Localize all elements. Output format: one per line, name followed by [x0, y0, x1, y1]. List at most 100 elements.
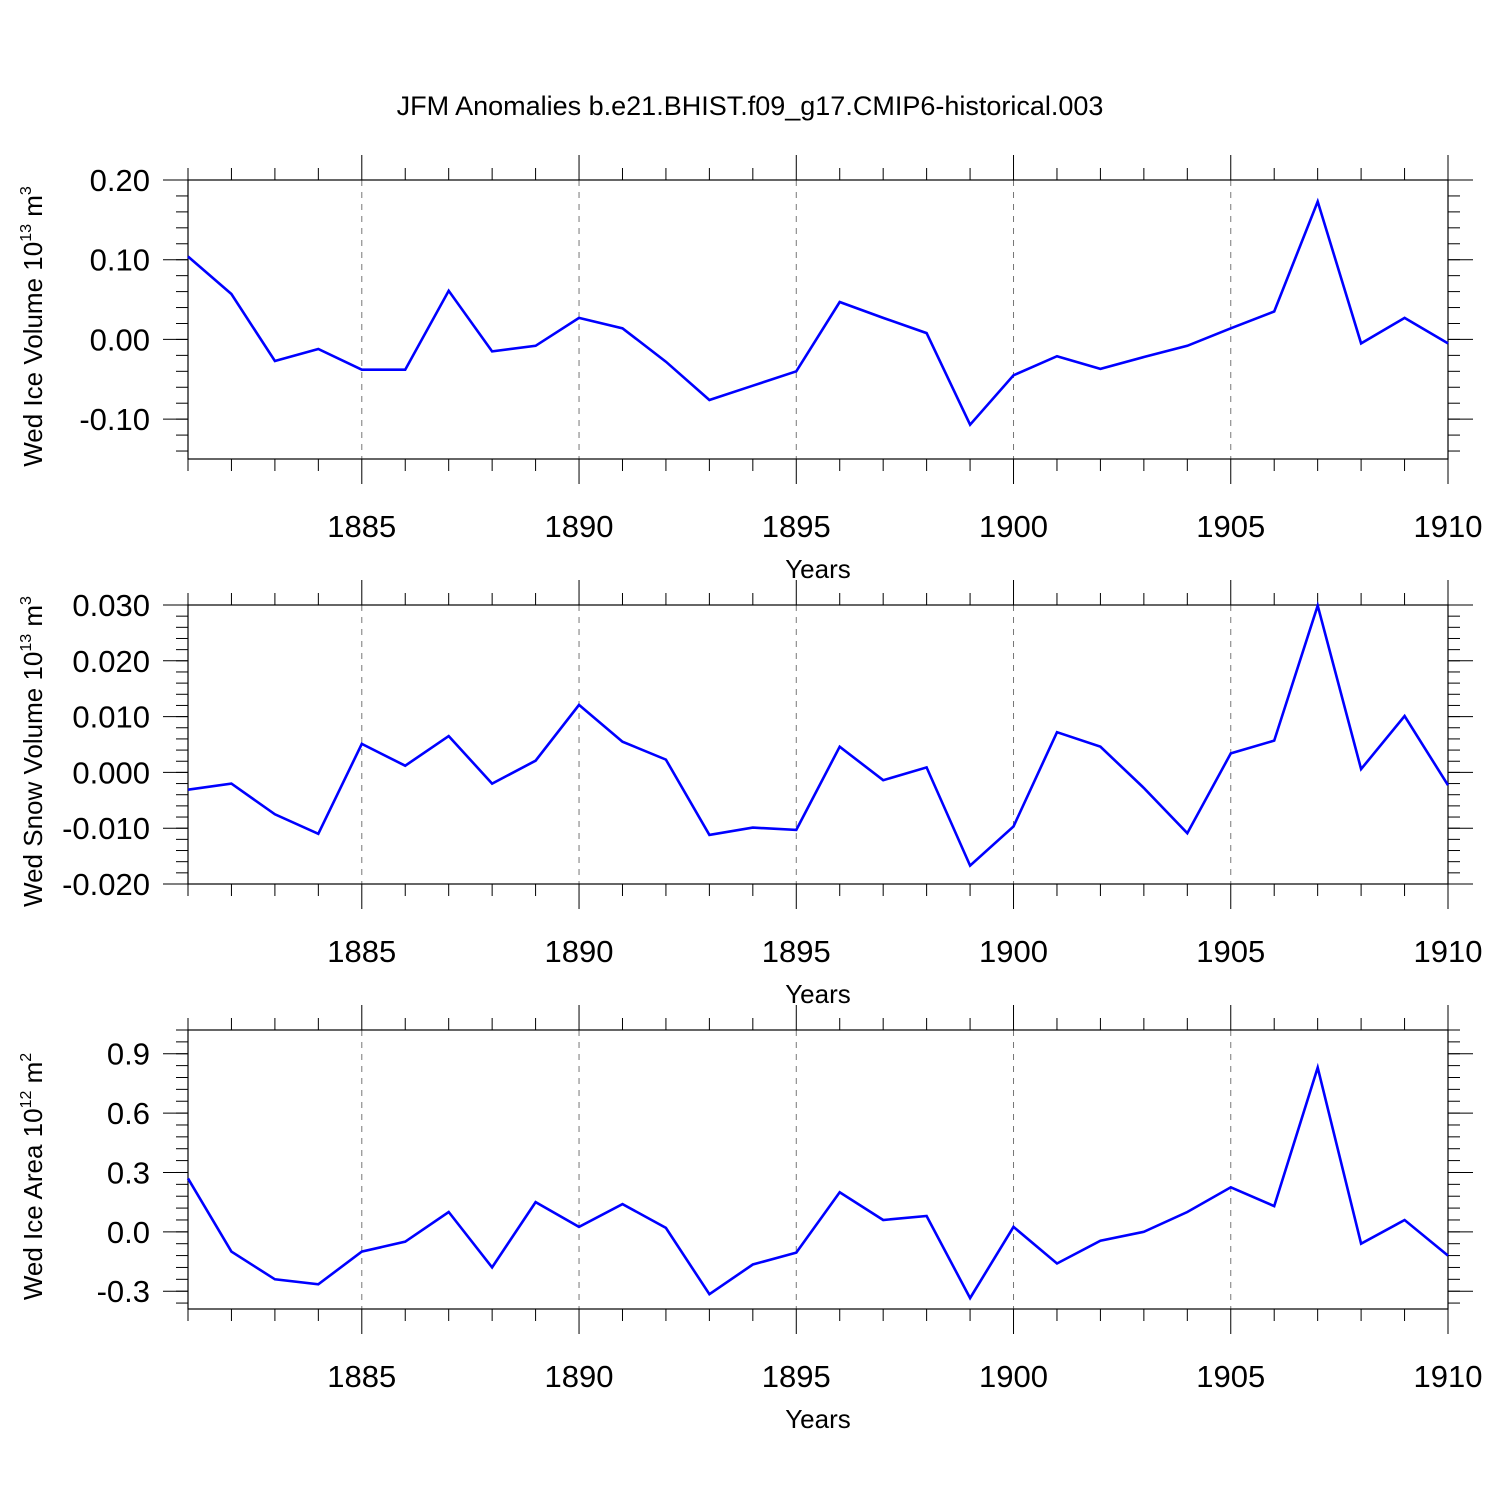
data-point-1907 — [1316, 1066, 1320, 1070]
data-point-1887 — [447, 289, 451, 293]
data-point-1883 — [273, 1277, 277, 1281]
data-point-1888 — [490, 782, 494, 786]
y-tick-label: 0.030 — [72, 588, 150, 623]
data-point-1884 — [316, 1282, 320, 1286]
y-tick-label: -0.010 — [62, 811, 150, 846]
data-point-1899 — [968, 423, 972, 427]
data-point-1894 — [751, 826, 755, 830]
data-point-1906 — [1272, 310, 1276, 314]
data-point-1893 — [707, 833, 711, 837]
data-point-1900 — [1012, 373, 1016, 377]
data-point-1908 — [1359, 341, 1363, 345]
y-tick-label: 0.00 — [90, 322, 150, 357]
panel-1: -0.10 0.00 0.10 0.20 1885 1890 1895 1900 1905 191… — [18, 155, 1482, 584]
chart-panels: -0.10 0.00 0.10 0.20 1885 1890 1895 1900 1905 191… — [18, 155, 1482, 1434]
panel-3-series-line — [186, 1062, 1449, 1301]
x-tick-label: 1900 — [979, 509, 1048, 544]
data-point-1904 — [1185, 831, 1189, 835]
x-tick-label: 1910 — [1414, 509, 1483, 544]
y-tick-label: -0.020 — [62, 867, 150, 902]
x-axis-label: Years — [785, 554, 851, 584]
data-point-1902 — [1098, 1239, 1102, 1243]
data-point-1890 — [577, 316, 581, 320]
data-point-1889 — [534, 344, 538, 348]
data-point-1909 — [1403, 714, 1407, 718]
data-point-1905 — [1229, 326, 1233, 330]
data-point-1903 — [1142, 355, 1146, 359]
data-point-1881 — [186, 255, 190, 259]
data-point-1910 — [1446, 783, 1450, 787]
x-tick-label: 1905 — [1196, 1359, 1265, 1394]
data-point-1897 — [881, 1218, 885, 1222]
data-point-1892 — [664, 758, 668, 762]
y-axis-label: Wed Ice Area 1012 m2 — [18, 1053, 48, 1300]
data-point-1899 — [968, 1296, 972, 1300]
data-point-1909 — [1403, 316, 1407, 320]
data-point-1891 — [620, 1202, 624, 1206]
data-point-1897 — [881, 778, 885, 782]
data-point-1886 — [403, 1240, 407, 1244]
data-point-1884 — [316, 832, 320, 836]
y-tick-label: 0.010 — [72, 700, 150, 735]
data-point-1897 — [881, 316, 885, 320]
data-point-1881 — [186, 1176, 190, 1180]
data-point-1882 — [229, 1250, 233, 1254]
data-point-1884 — [316, 347, 320, 351]
data-point-1883 — [273, 359, 277, 363]
data-point-1885 — [360, 742, 364, 746]
data-point-1891 — [620, 326, 624, 330]
data-point-1888 — [490, 349, 494, 353]
data-point-1900 — [1012, 825, 1016, 829]
x-tick-label: 1900 — [979, 934, 1048, 969]
data-point-1905 — [1229, 1185, 1233, 1189]
data-point-1904 — [1185, 1210, 1189, 1214]
x-axis-label: Years — [785, 1404, 851, 1434]
data-point-1891 — [620, 740, 624, 744]
data-point-1893 — [707, 1292, 711, 1296]
x-tick-label: 1885 — [327, 509, 396, 544]
data-point-1892 — [664, 360, 668, 364]
data-point-1894 — [751, 384, 755, 388]
x-tick-label: 1910 — [1414, 1359, 1483, 1394]
data-point-1888 — [490, 1265, 494, 1269]
data-point-1909 — [1403, 1218, 1407, 1222]
data-point-1894 — [751, 1262, 755, 1266]
panel-3: -0.3 0.0 0.3 0.6 0.9 1885 1890 1895 1900 1905 1910… — [18, 1005, 1482, 1434]
data-point-1895 — [794, 1251, 798, 1255]
y-axis-label: Wed Ice Volume 1013 m3 — [18, 186, 48, 467]
x-tick-label: 1905 — [1196, 934, 1265, 969]
y-tick-label: 0.3 — [107, 1155, 150, 1190]
data-point-1903 — [1142, 786, 1146, 790]
y-tick-label: 0.20 — [90, 163, 150, 198]
x-tick-label: 1905 — [1196, 509, 1265, 544]
data-point-1882 — [229, 292, 233, 296]
y-tick-label: 0.10 — [90, 243, 150, 278]
y-tick-label: -0.10 — [79, 402, 150, 437]
data-point-1885 — [360, 368, 364, 372]
data-point-1887 — [447, 734, 451, 738]
x-tick-label: 1900 — [979, 1359, 1048, 1394]
y-tick-label: 0.000 — [72, 755, 150, 790]
data-point-1901 — [1055, 1261, 1059, 1265]
x-tick-label: 1885 — [327, 1359, 396, 1394]
data-point-1895 — [794, 828, 798, 832]
data-point-1890 — [577, 1225, 581, 1229]
x-tick-label: 1895 — [762, 934, 831, 969]
data-point-1892 — [664, 1226, 668, 1230]
y-tick-label: 0.0 — [107, 1215, 150, 1250]
data-point-1889 — [534, 1200, 538, 1204]
data-point-1905 — [1229, 751, 1233, 755]
data-point-1893 — [707, 398, 711, 402]
data-point-1889 — [534, 759, 538, 763]
x-tick-label: 1890 — [545, 509, 614, 544]
data-point-1899 — [968, 864, 972, 868]
data-point-1885 — [360, 1250, 364, 1254]
y-tick-label: -0.3 — [97, 1274, 150, 1309]
data-point-1898 — [925, 765, 929, 769]
data-point-1887 — [447, 1210, 451, 1214]
data-point-1910 — [1446, 1254, 1450, 1258]
data-point-1898 — [925, 331, 929, 335]
panel-1-frame — [187, 179, 1449, 460]
chart-title: JFM Anomalies b.e21.BHIST.f09_g17.CMIP6-… — [397, 91, 1104, 121]
data-point-1907 — [1316, 200, 1320, 204]
